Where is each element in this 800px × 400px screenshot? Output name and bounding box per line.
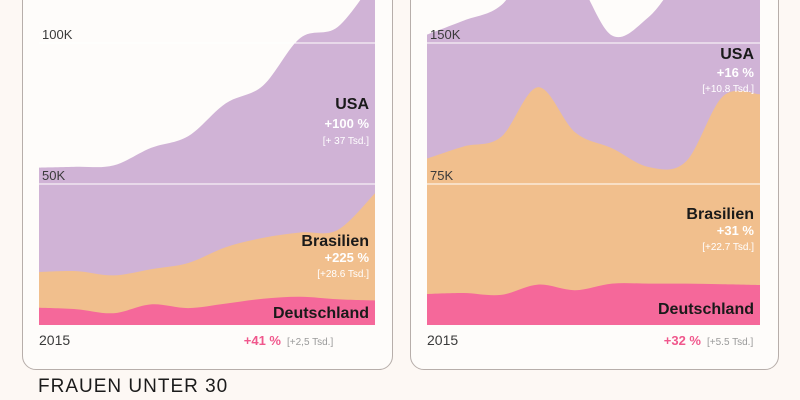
brasilien-abs: [+22.7 Tsd.] bbox=[702, 242, 754, 253]
x-start-label: 2015 bbox=[39, 332, 70, 348]
x-start-label: 2015 bbox=[427, 332, 458, 348]
area-brasilien bbox=[39, 193, 375, 325]
y-tick-label: 50K bbox=[42, 168, 65, 183]
brasilien-label: Brasilien bbox=[301, 233, 369, 250]
area-deutschland bbox=[427, 283, 760, 325]
usa-label: USA bbox=[335, 96, 369, 113]
brasilien-change: +225 % bbox=[325, 250, 370, 265]
deutschland-label: Deutschland bbox=[658, 301, 754, 318]
chart-panel-left: 50K 100K USA +100 % [+ 37 Tsd.] Brasilien +225… bbox=[22, 0, 393, 370]
usa-abs: [+10.8 Tsd.] bbox=[702, 84, 754, 95]
area-brasilien bbox=[427, 87, 760, 325]
brasilien-label: Brasilien bbox=[686, 206, 754, 223]
footer-title: FRAUEN UNTER 30 bbox=[38, 376, 229, 397]
y-tick-label: 75K bbox=[430, 168, 453, 183]
chart-right-svg: 75K 150K USA +16 % [+10.8 Tsd.] Brasilien+31 … bbox=[427, 0, 760, 348]
y-tick-label: 150K bbox=[430, 27, 461, 42]
deutschland-change: +41 % bbox=[244, 333, 282, 348]
usa-change: +100 % bbox=[325, 116, 370, 131]
area-deutschland bbox=[39, 296, 375, 325]
brasilien-change: +31 % bbox=[717, 223, 755, 238]
chart-panel-right: 75K 150K USA +16 % [+10.8 Tsd.] Brasilien +31 … bbox=[410, 0, 779, 370]
deutschland-abs: [+2,5 Tsd.] bbox=[287, 337, 333, 348]
deutschland-label: Deutschland bbox=[273, 305, 369, 322]
usa-change: +16 % bbox=[717, 65, 755, 80]
usa-abs: [+ 37 Tsd.] bbox=[323, 136, 369, 147]
chart-left-svg: 50K 100K USA +100 % [+ 37 Tsd.] Brasilien+225… bbox=[39, 0, 375, 348]
usa-label: USA bbox=[720, 46, 754, 63]
y-tick-label: 100K bbox=[42, 27, 73, 42]
deutschland-abs: [+5.5 Tsd.] bbox=[707, 337, 753, 348]
brasilien-abs: [+28.6 Tsd.] bbox=[317, 269, 369, 280]
deutschland-change: +32 % bbox=[664, 333, 702, 348]
